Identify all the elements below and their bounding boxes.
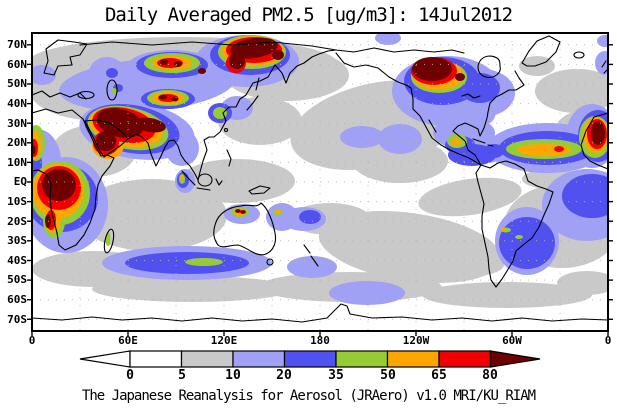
lat-tick-label: 10S [7, 195, 27, 208]
colorbar-level: 35 [328, 368, 344, 383]
lat-tick-label: 70S [7, 313, 27, 326]
colorbar [79, 350, 541, 368]
lat-tick-label: 50N [7, 77, 27, 90]
pm25-regions-over-80 [32, 37, 605, 228]
colorbar-over-arrow [489, 350, 541, 368]
world-map [27, 32, 613, 336]
lat-tick-label: 20N [7, 136, 27, 149]
lat-tick-label: EQ [13, 175, 27, 188]
lat-tick-label: 40N [7, 97, 27, 110]
lon-tick-label: 120E [210, 334, 238, 347]
lat-tick-label: 60N [7, 58, 27, 71]
colorbar-seg-50-65 [386, 350, 440, 368]
lat-tick-label: 60S [7, 293, 27, 306]
colorbar-level: 65 [431, 368, 447, 383]
colorbar-seg-0-5 [129, 350, 183, 368]
map-frame [31, 32, 609, 332]
figure-caption: The Japanese Reanalysis for Aerosol (JRA… [81, 388, 536, 404]
coastlines [32, 35, 608, 323]
colorbar-seg-10-20 [232, 350, 286, 368]
colorbar-seg-5-10 [180, 350, 234, 368]
colorbar-level: 50 [380, 368, 396, 383]
colorbar-seg-20-35 [283, 350, 337, 368]
colorbar-under-arrow [79, 350, 131, 368]
lat-tick-label: 40S [7, 254, 27, 267]
lon-tick-label: 0 [28, 334, 36, 347]
lat-tick-label: 10N [7, 156, 27, 169]
colorbar-level: 0 [126, 368, 134, 383]
lat-tick-label: 30N [7, 117, 27, 130]
lat-tick-label: 70N [7, 38, 27, 51]
lat-tick-label: 50S [7, 273, 27, 286]
chart-title: Daily Averaged PM2.5 [ug/m3]: 14Jul2012 [104, 4, 513, 26]
colorbar-level: 20 [276, 368, 292, 383]
colorbar-level: 80 [482, 368, 498, 383]
lat-tick-label: 20S [7, 215, 27, 228]
lon-tick-label: 60E [118, 334, 138, 347]
colorbar-seg-35-50 [335, 350, 389, 368]
lon-tick-label: 120W [402, 334, 430, 347]
colorbar-seg-65-80 [438, 350, 492, 368]
lat-tick-label: 30S [7, 234, 27, 247]
colorbar-level: 10 [225, 368, 241, 383]
lon-tick-label: 60W [502, 334, 522, 347]
lon-tick-label: 0 [604, 334, 612, 347]
colorbar-level: 5 [178, 368, 186, 383]
lon-tick-label: 180 [310, 334, 330, 347]
